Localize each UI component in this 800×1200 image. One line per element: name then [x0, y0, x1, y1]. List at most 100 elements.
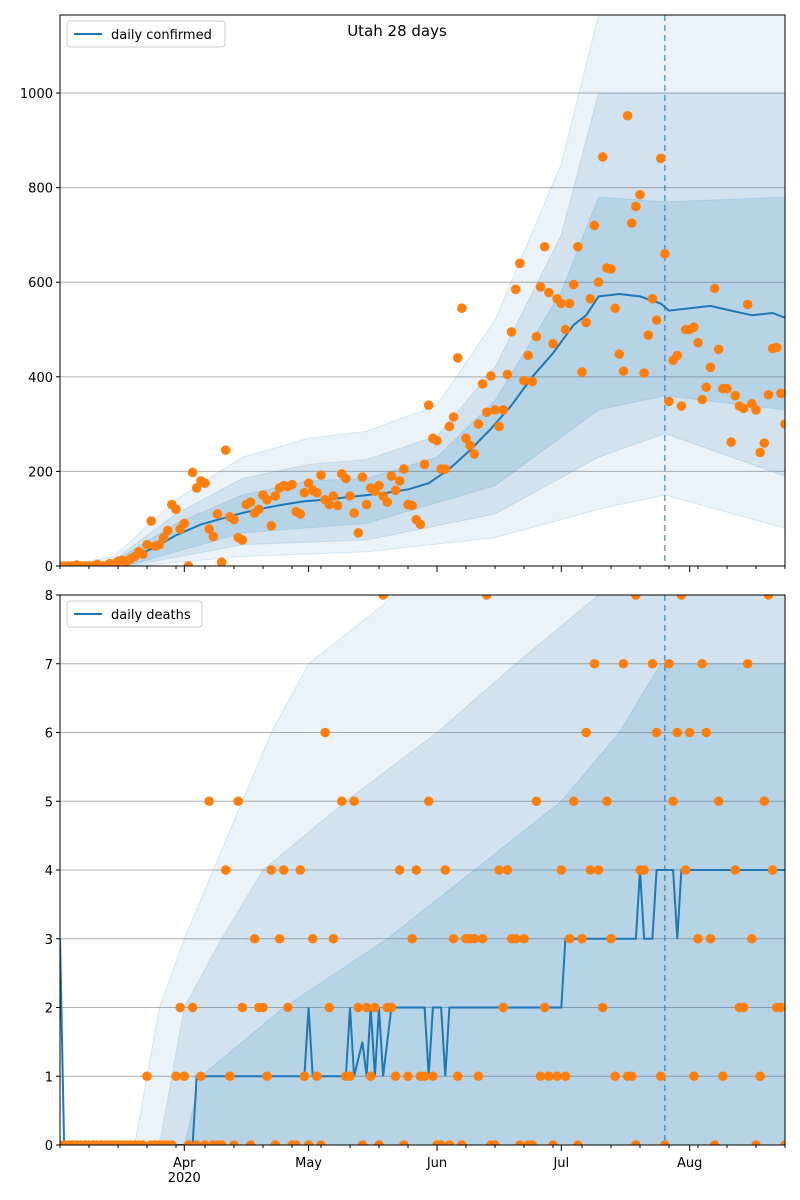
data-point [556, 298, 567, 309]
data-point [519, 375, 529, 386]
data-point [332, 500, 343, 511]
data-point [498, 1002, 509, 1013]
data-point [183, 561, 194, 566]
data-point [718, 1071, 728, 1082]
data-point [593, 865, 604, 875]
y-tick-label: 3 [45, 933, 53, 948]
data-point [477, 379, 488, 389]
data-point [647, 293, 658, 304]
data-point [200, 478, 210, 489]
data-point [577, 367, 587, 377]
data-point [191, 483, 202, 493]
data-point [307, 933, 318, 944]
legend-box [66, 20, 226, 48]
legend: daily confirmed [66, 20, 226, 48]
data-point [742, 299, 753, 310]
data-point [635, 189, 645, 200]
data-point [539, 241, 550, 252]
legend: daily deaths [66, 600, 203, 628]
data-point [138, 549, 148, 559]
data-point [249, 933, 260, 944]
data-point [564, 933, 575, 944]
data-point [220, 445, 231, 455]
data-point [597, 152, 608, 162]
data-point [585, 293, 596, 304]
data-point [403, 1071, 413, 1082]
data-point [502, 865, 513, 875]
data-point [320, 727, 330, 738]
data-point [390, 485, 401, 496]
data-point [722, 383, 732, 394]
data-point [179, 1071, 190, 1082]
data-point [361, 1002, 372, 1013]
data-point [776, 1002, 785, 1013]
data-point [208, 531, 219, 542]
data-point [278, 865, 289, 875]
data-point [237, 1002, 248, 1013]
data-point [245, 497, 256, 507]
data-point [440, 865, 451, 875]
data-point [142, 1071, 152, 1082]
data-point [374, 480, 384, 491]
data-point [660, 249, 670, 259]
data-point [510, 933, 521, 944]
data-point [423, 796, 434, 807]
data-point [622, 110, 633, 121]
data-point [287, 479, 297, 490]
data-point [229, 1140, 239, 1145]
data-point [506, 327, 517, 337]
uncertainty-band [60, 196, 785, 566]
data-point [539, 1002, 550, 1013]
data-point [357, 1140, 368, 1145]
data-point [664, 658, 674, 669]
data-point [515, 1140, 525, 1145]
data-point [146, 516, 156, 526]
data-point [399, 1140, 409, 1145]
data-point [610, 303, 620, 314]
data-point [776, 388, 785, 399]
data-point [481, 595, 492, 600]
y-tick-label: 2 [45, 1002, 53, 1017]
points-group [60, 595, 785, 1145]
data-point [618, 658, 629, 669]
data-point [382, 497, 393, 507]
data-point [162, 525, 173, 536]
data-point [531, 796, 542, 807]
data-point [689, 1071, 699, 1082]
data-point [370, 1002, 380, 1013]
data-point [283, 1002, 293, 1013]
data-point [204, 524, 214, 534]
data-point [411, 865, 422, 875]
data-point [602, 796, 612, 807]
data-point [771, 342, 782, 353]
data-point [684, 727, 695, 738]
points-group [60, 110, 785, 566]
data-point [767, 865, 778, 875]
data-point [713, 796, 724, 807]
data-point [183, 1140, 194, 1145]
data-point [738, 1002, 749, 1013]
data-point [643, 330, 654, 340]
data-point [448, 412, 459, 422]
data-point [751, 1140, 761, 1145]
data-point [299, 1071, 310, 1082]
x-tick-sublabel: 2020 [168, 1171, 201, 1186]
data-point [266, 865, 277, 875]
data-point [423, 400, 434, 410]
data-point [515, 258, 525, 269]
data-point [639, 865, 649, 875]
data-point [705, 362, 716, 373]
data-point [316, 470, 326, 480]
data-point [502, 369, 513, 380]
data-point [606, 933, 616, 944]
data-point [444, 421, 455, 432]
data-point [577, 933, 587, 944]
data-point [386, 471, 397, 481]
data-point [328, 933, 339, 944]
data-point [324, 499, 335, 510]
uncertainty-band [60, 92, 785, 566]
data-point [747, 933, 757, 944]
data-point [618, 366, 629, 376]
data-point [523, 350, 533, 361]
data-point [469, 449, 480, 459]
